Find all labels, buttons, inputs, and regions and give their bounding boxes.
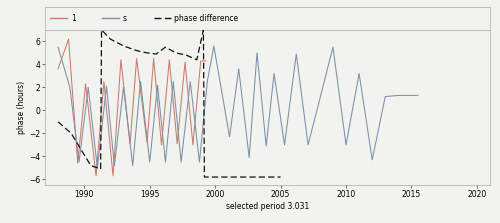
X-axis label: selected period 3.031: selected period 3.031 — [226, 202, 309, 211]
Legend: 1, s, phase difference: 1, s, phase difference — [49, 12, 240, 24]
Y-axis label: phase (hours): phase (hours) — [17, 81, 26, 134]
